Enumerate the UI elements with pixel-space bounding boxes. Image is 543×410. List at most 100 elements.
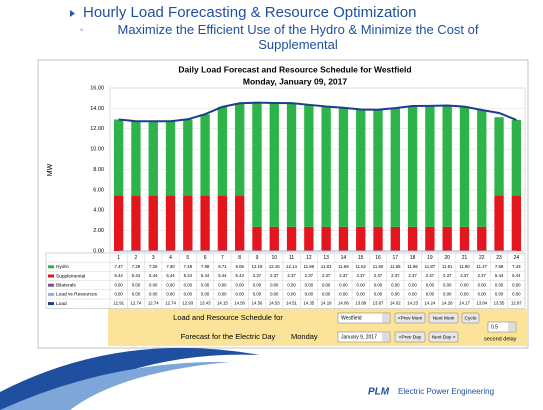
dropdown-value[interactable]: 0.5 xyxy=(491,324,498,330)
bar-segment xyxy=(390,108,400,227)
dropdown[interactable] xyxy=(337,331,391,343)
bar-segment xyxy=(148,195,158,251)
table-value: 7.98 xyxy=(201,264,210,269)
dropdown-arrow[interactable] xyxy=(382,332,390,342)
table-value: 7.43 xyxy=(512,264,521,269)
button-label[interactable]: <Prev Muni xyxy=(398,315,422,321)
table-value: 0.00 xyxy=(114,282,123,287)
bar-segment xyxy=(338,107,349,227)
bar-segment xyxy=(425,226,435,251)
y-tick-label: 6.00 xyxy=(93,187,104,193)
table-value: 5.44 xyxy=(218,273,227,278)
slide-title: Hourly Load Forecasting & Resource Optim… xyxy=(83,4,417,21)
button-label[interactable]: Next Muni xyxy=(433,315,455,321)
bar-segment xyxy=(494,117,504,196)
x-tick-label: 16 xyxy=(375,255,381,261)
table-value: 2.37 xyxy=(339,273,348,278)
table-value: 14.02 xyxy=(390,301,401,306)
dropdown-value[interactable]: January 9, 2017 xyxy=(341,334,377,340)
bar-segment xyxy=(494,195,504,251)
table-value: 0.00 xyxy=(253,292,262,297)
x-tick-label: 23 xyxy=(496,255,502,261)
button[interactable] xyxy=(461,312,480,324)
bar-segment xyxy=(252,102,262,227)
table-value: 13.87 xyxy=(373,301,384,306)
legend-label: Hydro xyxy=(56,264,69,270)
x-tick-label: 20 xyxy=(444,255,450,261)
table-value: 2.37 xyxy=(443,273,452,278)
table-value: 0.00 xyxy=(443,292,452,297)
bar-segment xyxy=(442,226,452,251)
button-label[interactable]: <Prev Day xyxy=(399,334,422,340)
dropdown-value[interactable]: Westfield xyxy=(341,315,362,321)
bar-segment xyxy=(131,121,141,196)
bar-segment xyxy=(390,226,400,251)
table-value: 11.69 xyxy=(338,264,349,269)
table-value: 11.65 xyxy=(390,264,401,269)
bullet-ring: ◦ xyxy=(80,24,83,34)
table-value: 0.00 xyxy=(426,282,435,287)
bar-segment xyxy=(338,226,349,251)
legend-swatch xyxy=(48,283,54,287)
table-value: 11.91 xyxy=(442,264,453,269)
table-value: 7.48 xyxy=(184,264,193,269)
x-tick-label: 10 xyxy=(271,255,277,261)
y-axis-label: MW xyxy=(47,163,54,176)
x-tick-label: 3 xyxy=(152,255,155,261)
table-value: 2.37 xyxy=(426,273,435,278)
x-tick-label: 21 xyxy=(462,255,468,261)
table-value: 0.00 xyxy=(287,292,296,297)
table-value: 14.06 xyxy=(338,301,349,306)
bar-segment xyxy=(373,109,383,227)
bar-segment xyxy=(286,103,297,227)
bar-segment xyxy=(356,226,366,251)
table-value: 0.00 xyxy=(218,282,227,287)
table-value: 7.29 xyxy=(132,264,141,269)
table-value: 2.37 xyxy=(322,273,331,278)
dropdown-arrow[interactable] xyxy=(382,313,390,323)
table-value: 11.81 xyxy=(321,264,332,269)
button[interactable] xyxy=(394,312,426,324)
x-tick-label: 4 xyxy=(169,255,172,261)
x-tick-label: 15 xyxy=(358,255,364,261)
decor-swoosh-light xyxy=(0,361,230,410)
x-tick-label: 7 xyxy=(221,255,224,261)
button[interactable] xyxy=(394,331,426,343)
button-label[interactable]: Cycle xyxy=(465,315,477,321)
table-value: 0.00 xyxy=(512,292,521,297)
dropdown-arrow[interactable] xyxy=(508,322,516,332)
table-value: 0.00 xyxy=(357,282,366,287)
table-value: 0.00 xyxy=(236,282,245,287)
dropdown[interactable] xyxy=(487,321,517,333)
table-value: 11.86 xyxy=(407,264,418,269)
bar-segment xyxy=(183,195,193,251)
table-value: 5.44 xyxy=(149,273,158,278)
table-value: 2.37 xyxy=(357,273,366,278)
button[interactable] xyxy=(428,312,459,324)
table-value: 0.00 xyxy=(391,292,400,297)
table-value: 9.06 xyxy=(236,264,245,269)
table-value: 12.74 xyxy=(131,301,142,306)
table-value: 13.55 xyxy=(494,301,505,306)
table-value: 0.00 xyxy=(478,292,487,297)
x-tick-label: 22 xyxy=(479,255,485,261)
bar-segment xyxy=(165,121,176,196)
table-value: 7.47 xyxy=(114,264,123,269)
legend-swatch xyxy=(48,265,54,269)
button-label[interactable]: Next Day > xyxy=(432,334,456,340)
control-label: Load and Resource Schedule for xyxy=(173,313,283,322)
bar-segment xyxy=(477,110,487,227)
bar-segment xyxy=(407,226,418,251)
table-value: 5.44 xyxy=(114,273,123,278)
dropdown[interactable] xyxy=(337,312,391,324)
table-value: 12.19 xyxy=(252,264,263,269)
table-value: 0.00 xyxy=(184,282,193,287)
table-value: 5.44 xyxy=(236,273,245,278)
button[interactable] xyxy=(428,331,459,343)
series-line xyxy=(118,101,517,123)
table-value: 14.24 xyxy=(425,301,436,306)
y-tick-label: 14.00 xyxy=(90,106,104,112)
table-value: 0.00 xyxy=(166,282,175,287)
x-tick-label: 2 xyxy=(135,255,138,261)
bar-segment xyxy=(235,103,245,196)
